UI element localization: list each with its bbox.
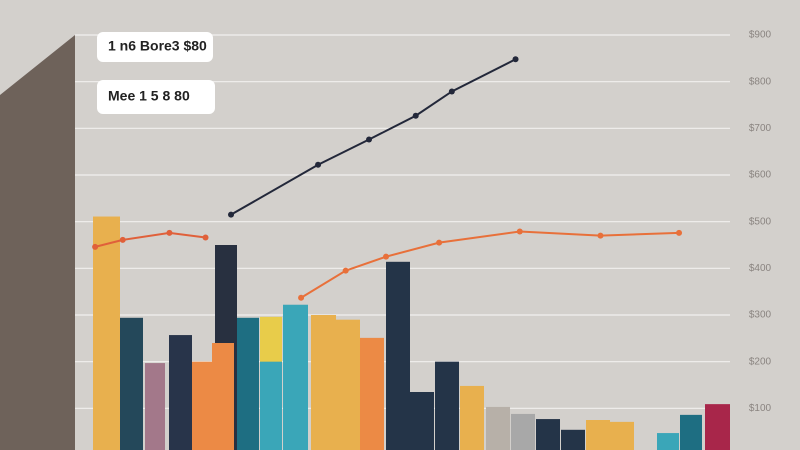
- bar: [511, 413, 535, 450]
- y-tick-label: $500: [749, 216, 772, 227]
- y-tick-label: $400: [749, 263, 772, 274]
- line-point: [166, 229, 173, 236]
- line-point: [676, 229, 683, 236]
- line-point: [366, 136, 373, 143]
- bar: [435, 361, 459, 450]
- y-tick-label: $200: [749, 356, 772, 367]
- bar: [145, 363, 165, 450]
- bar: [586, 420, 610, 450]
- line-point: [383, 253, 390, 260]
- bar: [311, 315, 336, 450]
- bar: [536, 419, 560, 450]
- y-tick-label: $300: [749, 310, 772, 321]
- bars: [93, 216, 730, 450]
- bar: [260, 361, 282, 450]
- bar: [386, 261, 410, 450]
- line-point: [202, 234, 209, 241]
- line-point: [448, 88, 455, 95]
- bar: [283, 304, 308, 450]
- line-point: [298, 294, 305, 301]
- left-panel: [0, 35, 75, 450]
- bar: [212, 343, 234, 450]
- bar: [610, 421, 634, 450]
- legend-box: [97, 32, 213, 62]
- lines: [92, 56, 683, 301]
- bar: [410, 392, 434, 450]
- bar: [680, 414, 702, 450]
- line-point: [119, 236, 126, 243]
- line-point: [516, 228, 523, 235]
- y-tick-label: $600: [749, 170, 772, 181]
- bar: [360, 337, 384, 450]
- legend-label: 1 n6 Bore3 $80: [108, 38, 207, 54]
- line-point: [436, 239, 443, 246]
- bar: [460, 385, 484, 450]
- bar: [561, 429, 585, 450]
- y-tick-label: $800: [749, 76, 772, 87]
- y-tick-label: $900: [749, 30, 772, 41]
- bar: [237, 317, 259, 450]
- bar: [705, 404, 730, 450]
- line: [230, 58, 516, 216]
- legend: 1 n6 Bore3 $80 Mee 1 5 8 80: [97, 32, 215, 114]
- line-point: [315, 161, 322, 168]
- line: [94, 231, 206, 248]
- bar: [169, 335, 192, 450]
- bar: [120, 317, 143, 450]
- y-tick-label: $100: [749, 403, 772, 414]
- y-tick-label: $700: [749, 123, 772, 134]
- line-point: [512, 56, 519, 63]
- legend-box: [97, 80, 215, 114]
- line-point: [342, 267, 349, 274]
- legend-label: Mee 1 5 8 80: [108, 88, 190, 104]
- line-point: [412, 112, 419, 119]
- line-point: [597, 232, 604, 239]
- bar: [192, 361, 212, 450]
- bar: [93, 216, 120, 450]
- bar: [657, 433, 679, 450]
- bar: [336, 319, 360, 450]
- line-point: [228, 211, 235, 218]
- line-point: [92, 243, 99, 250]
- bar: [486, 406, 510, 450]
